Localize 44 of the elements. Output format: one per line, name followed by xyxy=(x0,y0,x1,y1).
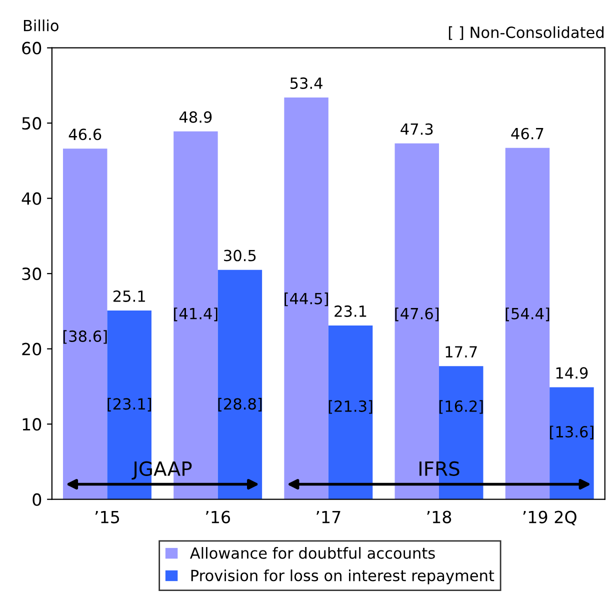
bar xyxy=(550,387,594,500)
annotation: IFRS xyxy=(420,461,460,476)
data-label: 53.4 xyxy=(290,77,322,89)
x-tick-label: ’18 xyxy=(427,510,452,524)
bar xyxy=(218,270,262,500)
text: [ ] Non-Consolidated xyxy=(448,26,604,40)
bar xyxy=(62,148,108,500)
annotation: [16.2] xyxy=(439,400,483,414)
data-label: 48.9 xyxy=(179,111,212,123)
annotation: [54.4] xyxy=(506,308,550,322)
bar xyxy=(284,98,328,500)
y-tick-label: 0 xyxy=(32,493,42,506)
annotation: [41.4] xyxy=(174,308,218,322)
x-tick-label: ’17 xyxy=(316,510,340,524)
x-tick-label: ’16 xyxy=(206,510,230,524)
y-tick-label: 50 xyxy=(22,117,42,130)
annotation: [38.6] xyxy=(63,330,107,344)
annotation: [44.5] xyxy=(284,292,328,306)
data-label: 25.1 xyxy=(113,290,145,302)
y-tick-label: 60 xyxy=(22,42,42,54)
data-label: 46.6 xyxy=(68,128,102,140)
y-tick-label: 40 xyxy=(22,192,42,205)
data-label: 30.5 xyxy=(224,250,256,262)
y-axis-title: Billio xyxy=(24,20,58,32)
annotation: [13.6] xyxy=(550,426,594,440)
y-tick-label: 30 xyxy=(22,268,42,280)
bar xyxy=(328,326,373,500)
data-label: 14.9 xyxy=(556,367,588,379)
data-label: 23.1 xyxy=(334,305,366,317)
annotation: [28.8] xyxy=(218,398,262,412)
y-tick-label: 20 xyxy=(22,342,42,356)
annotation: JGAAP xyxy=(132,461,192,480)
data-label: 47.3 xyxy=(400,123,433,135)
y-tick-label: 10 xyxy=(22,418,42,431)
x-tick-label: ’15 xyxy=(95,510,120,524)
annotation: [21.3] xyxy=(328,400,372,414)
legend-label: Allowance for doubtful accounts xyxy=(190,547,435,559)
x-tick-label: ’19 2Q xyxy=(523,510,576,526)
annotation: [47.6] xyxy=(395,308,439,322)
bar xyxy=(505,148,550,500)
data-label: 17.7 xyxy=(446,346,477,358)
data-label: 46.7 xyxy=(511,128,544,140)
legend-label: Provision for loss on interest repayment xyxy=(191,569,494,584)
annotation: [23.1] xyxy=(108,398,152,412)
